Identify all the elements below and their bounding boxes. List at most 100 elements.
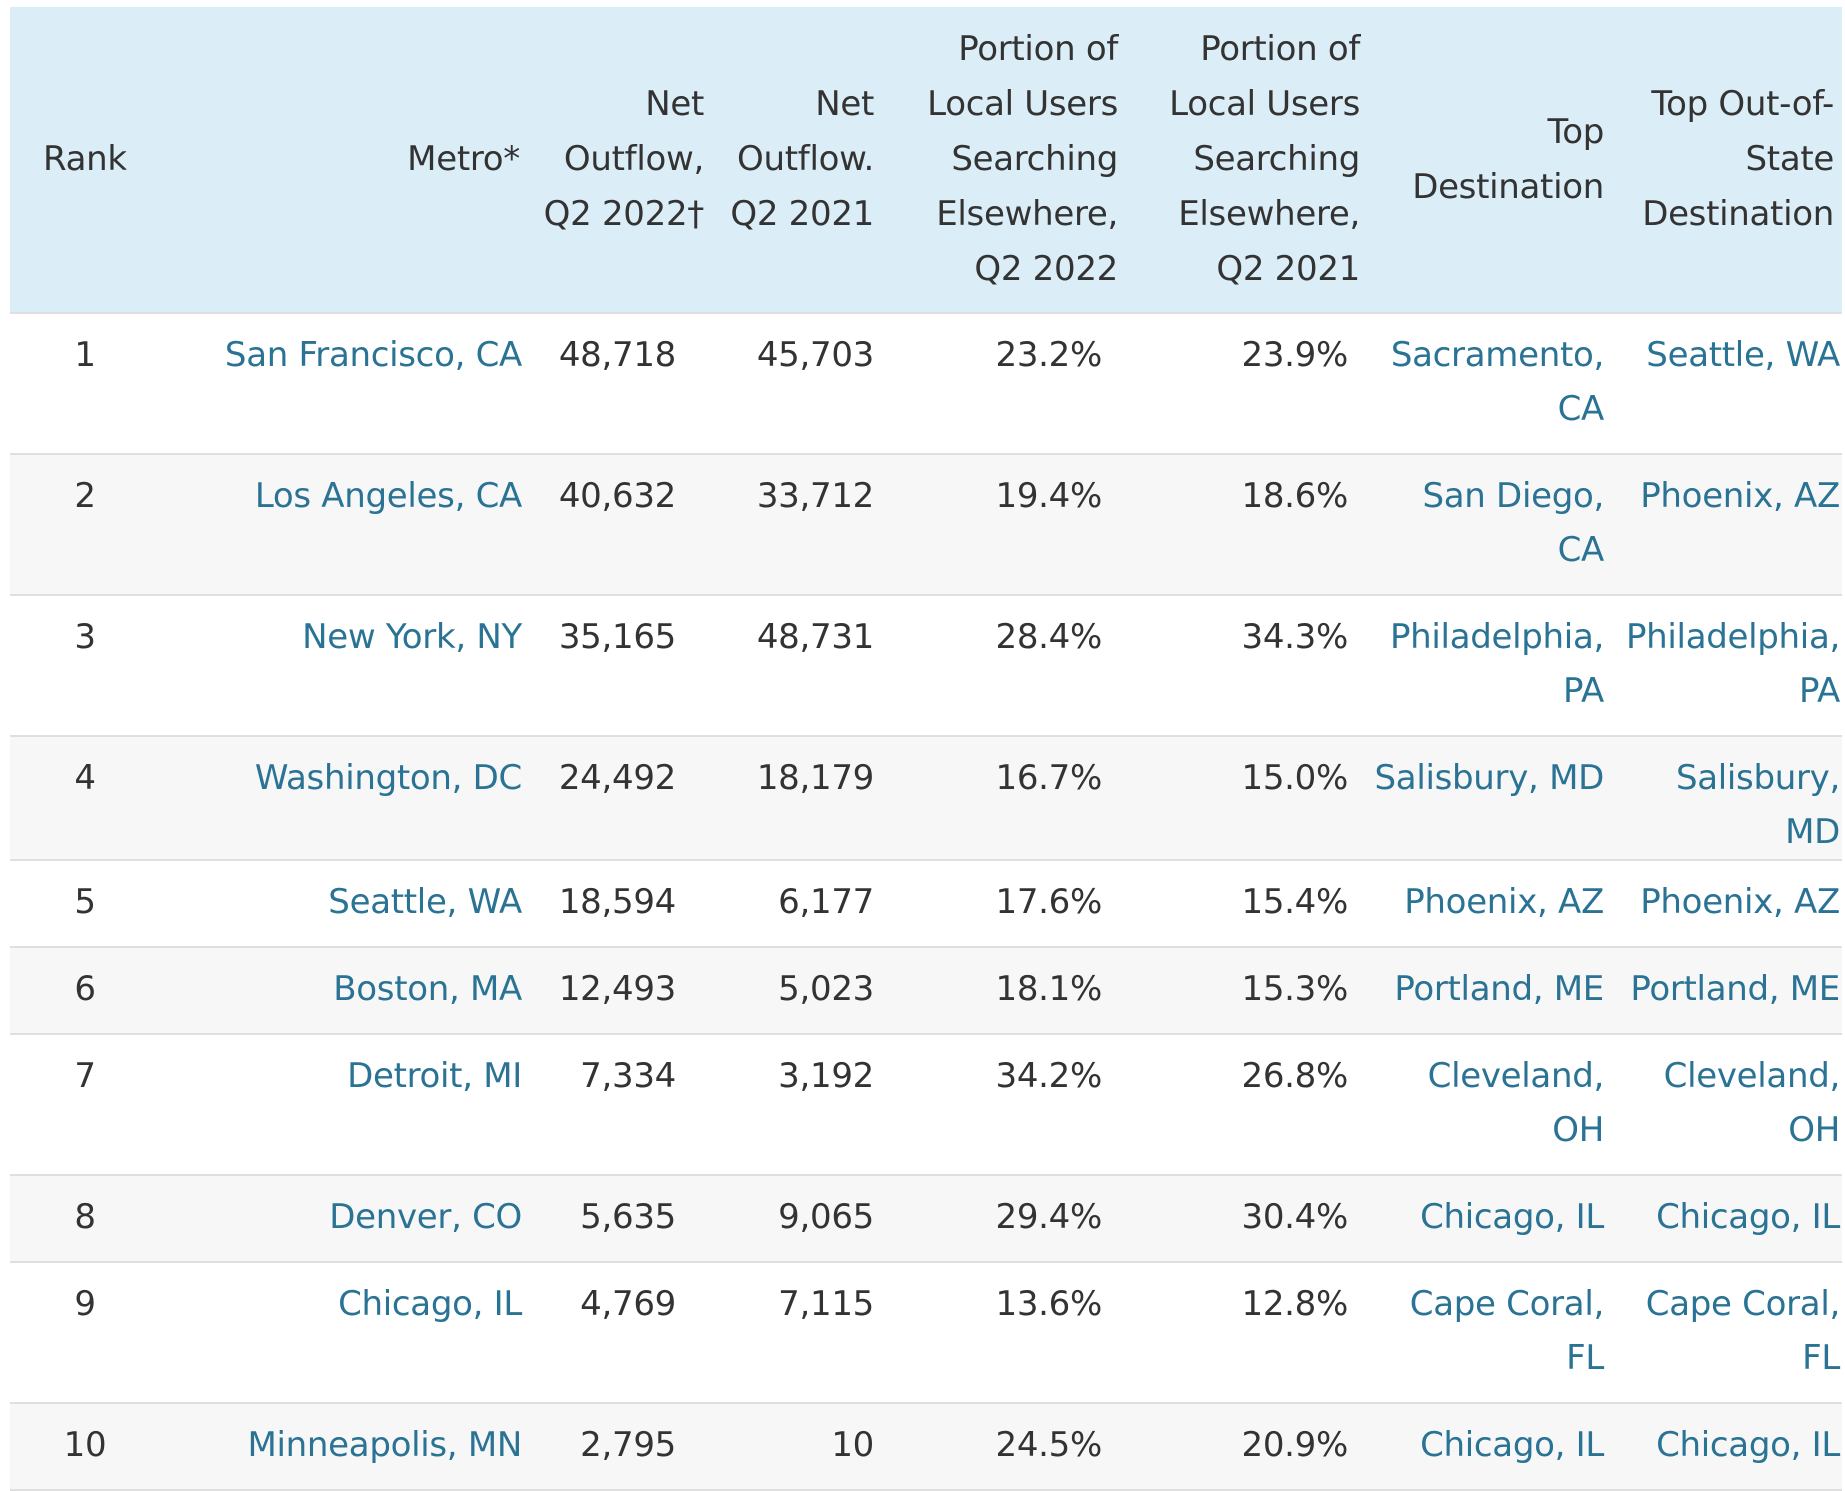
net-outflow-2022-cell: 40,632 (558, 476, 676, 516)
net-outflow-2022-cell: 24,492 (558, 758, 676, 798)
portion-2021-cell: 26.8% (1241, 1056, 1348, 1096)
metro-link[interactable]: New York, NY (302, 617, 522, 657)
net-outflow-2021-cell: 33,712 (756, 476, 874, 516)
rank-cell: 3 (74, 617, 96, 657)
portion-2022-cell: 16.7% (995, 758, 1102, 798)
top-oos-destination-link[interactable]: Salisbury, MD (1675, 758, 1840, 852)
portion-2021-cell: 34.3% (1241, 617, 1348, 657)
metro-outflow-table: Rank Metro* Net Outflow, Q2 2022† Net Ou… (10, 7, 1842, 1491)
net-outflow-2021-cell: 6,177 (778, 882, 874, 922)
portion-2021-cell: 18.6% (1241, 476, 1348, 516)
metro-outflow-table-container: Rank Metro* Net Outflow, Q2 2022† Net Ou… (10, 7, 1842, 1491)
rank-cell: 6 (74, 969, 96, 1009)
table-row: 3 New York, NY 35,165 48,731 28.4% 34.3%… (10, 595, 1842, 736)
table-header-row: Rank Metro* Net Outflow, Q2 2022† Net Ou… (10, 7, 1842, 313)
portion-2021-cell: 30.4% (1241, 1197, 1348, 1237)
metro-link[interactable]: Los Angeles, CA (254, 476, 522, 516)
top-destination-link[interactable]: Salisbury, MD (1374, 758, 1605, 798)
net-outflow-2022-cell: 5,635 (580, 1197, 676, 1237)
top-destination-link[interactable]: Portland, ME (1394, 969, 1604, 1009)
header-rank: Rank (43, 139, 127, 179)
rank-cell: 7 (74, 1056, 96, 1096)
metro-link[interactable]: Washington, DC (254, 758, 522, 798)
top-oos-destination-link[interactable]: Seattle, WA (1646, 335, 1840, 375)
top-destination-link[interactable]: Cleveland, OH (1427, 1056, 1605, 1150)
table-row: 1 San Francisco, CA 48,718 45,703 23.2% … (10, 313, 1842, 454)
top-oos-destination-link[interactable]: Portland, ME (1630, 969, 1840, 1009)
rank-cell: 10 (63, 1425, 107, 1465)
top-oos-destination-link[interactable]: Phoenix, AZ (1640, 882, 1840, 922)
top-oos-destination-link[interactable]: Chicago, IL (1656, 1197, 1840, 1237)
portion-2022-cell: 29.4% (995, 1197, 1102, 1237)
top-oos-destination-link[interactable]: Cape Coral, FL (1645, 1284, 1841, 1378)
metro-link[interactable]: Boston, MA (333, 969, 522, 1009)
portion-2022-cell: 34.2% (995, 1056, 1102, 1096)
portion-2022-cell: 17.6% (995, 882, 1102, 922)
header-portion-2022: Portion of Local Users Searching Elsewhe… (927, 29, 1118, 289)
portion-2022-cell: 13.6% (995, 1284, 1102, 1324)
top-oos-destination-link[interactable]: Phoenix, AZ (1640, 476, 1840, 516)
rank-cell: 4 (74, 758, 96, 798)
top-destination-link[interactable]: Philadelphia, PA (1389, 617, 1604, 711)
header-top-destination: Top Destination (1412, 111, 1604, 207)
table-row: 6 Boston, MA 12,493 5,023 18.1% 15.3% Po… (10, 947, 1842, 1034)
header-portion-2021: Portion of Local Users Searching Elsewhe… (1169, 29, 1360, 289)
metro-link[interactable]: Minneapolis, MN (247, 1425, 522, 1465)
metro-link[interactable]: Chicago, IL (338, 1284, 522, 1324)
net-outflow-2021-cell: 3,192 (778, 1056, 874, 1096)
metro-link[interactable]: Detroit, MI (347, 1056, 522, 1096)
table-row: 9 Chicago, IL 4,769 7,115 13.6% 12.8% Ca… (10, 1262, 1842, 1403)
top-destination-link[interactable]: San Diego, CA (1422, 476, 1604, 570)
top-destination-link[interactable]: Chicago, IL (1420, 1197, 1604, 1237)
portion-2021-cell: 23.9% (1241, 335, 1348, 375)
net-outflow-2022-cell: 2,795 (580, 1425, 676, 1465)
top-destination-link[interactable]: Chicago, IL (1420, 1425, 1604, 1465)
net-outflow-2022-cell: 4,769 (580, 1284, 676, 1324)
table-row: 5 Seattle, WA 18,594 6,177 17.6% 15.4% P… (10, 860, 1842, 947)
portion-2022-cell: 23.2% (995, 335, 1102, 375)
top-destination-link[interactable]: Cape Coral, FL (1409, 1284, 1605, 1378)
portion-2022-cell: 24.5% (995, 1425, 1102, 1465)
header-net-outflow-2021: Net Outflow. Q2 2021 (730, 84, 874, 234)
net-outflow-2021-cell: 9,065 (778, 1197, 874, 1237)
net-outflow-2022-cell: 35,165 (558, 617, 676, 657)
rank-cell: 9 (74, 1284, 96, 1324)
rank-cell: 8 (74, 1197, 96, 1237)
portion-2021-cell: 15.3% (1241, 969, 1348, 1009)
rank-cell: 5 (74, 882, 96, 922)
rank-cell: 2 (74, 476, 96, 516)
net-outflow-2021-cell: 5,023 (778, 969, 874, 1009)
rank-cell: 1 (74, 335, 96, 375)
net-outflow-2021-cell: 18,179 (756, 758, 874, 798)
top-destination-link[interactable]: Sacramento, CA (1390, 335, 1604, 429)
top-oos-destination-link[interactable]: Philadelphia, PA (1625, 617, 1840, 711)
net-outflow-2022-cell: 18,594 (558, 882, 676, 922)
top-oos-destination-link[interactable]: Cleveland, OH (1663, 1056, 1841, 1150)
header-net-outflow-2022: Net Outflow, Q2 2022† (543, 84, 705, 234)
net-outflow-2021-cell: 10 (831, 1425, 874, 1465)
portion-2022-cell: 19.4% (995, 476, 1102, 516)
portion-2022-cell: 28.4% (995, 617, 1102, 657)
portion-2022-cell: 18.1% (995, 969, 1102, 1009)
net-outflow-2021-cell: 7,115 (778, 1284, 874, 1324)
table-row: 2 Los Angeles, CA 40,632 33,712 19.4% 18… (10, 454, 1842, 595)
net-outflow-2022-cell: 48,718 (558, 335, 676, 375)
table-row: 10 Minneapolis, MN 2,795 10 24.5% 20.9% … (10, 1403, 1842, 1490)
table-row: 7 Detroit, MI 7,334 3,192 34.2% 26.8% Cl… (10, 1034, 1842, 1175)
table-row: 8 Denver, CO 5,635 9,065 29.4% 30.4% Chi… (10, 1175, 1842, 1262)
net-outflow-2021-cell: 48,731 (756, 617, 874, 657)
metro-link[interactable]: Denver, CO (329, 1197, 522, 1237)
net-outflow-2021-cell: 45,703 (756, 335, 874, 375)
table-row: 4 Washington, DC 24,492 18,179 16.7% 15.… (10, 736, 1842, 860)
portion-2021-cell: 15.4% (1241, 882, 1348, 922)
portion-2021-cell: 20.9% (1241, 1425, 1348, 1465)
metro-link[interactable]: San Francisco, CA (224, 335, 522, 375)
portion-2021-cell: 12.8% (1241, 1284, 1348, 1324)
header-metro: Metro* (407, 139, 520, 179)
metro-link[interactable]: Seattle, WA (328, 882, 522, 922)
top-oos-destination-link[interactable]: Chicago, IL (1656, 1425, 1840, 1465)
net-outflow-2022-cell: 12,493 (558, 969, 676, 1009)
net-outflow-2022-cell: 7,334 (580, 1056, 676, 1096)
top-destination-link[interactable]: Phoenix, AZ (1404, 882, 1604, 922)
header-top-oos-destination: Top Out-of-State Destination (1642, 84, 1834, 234)
